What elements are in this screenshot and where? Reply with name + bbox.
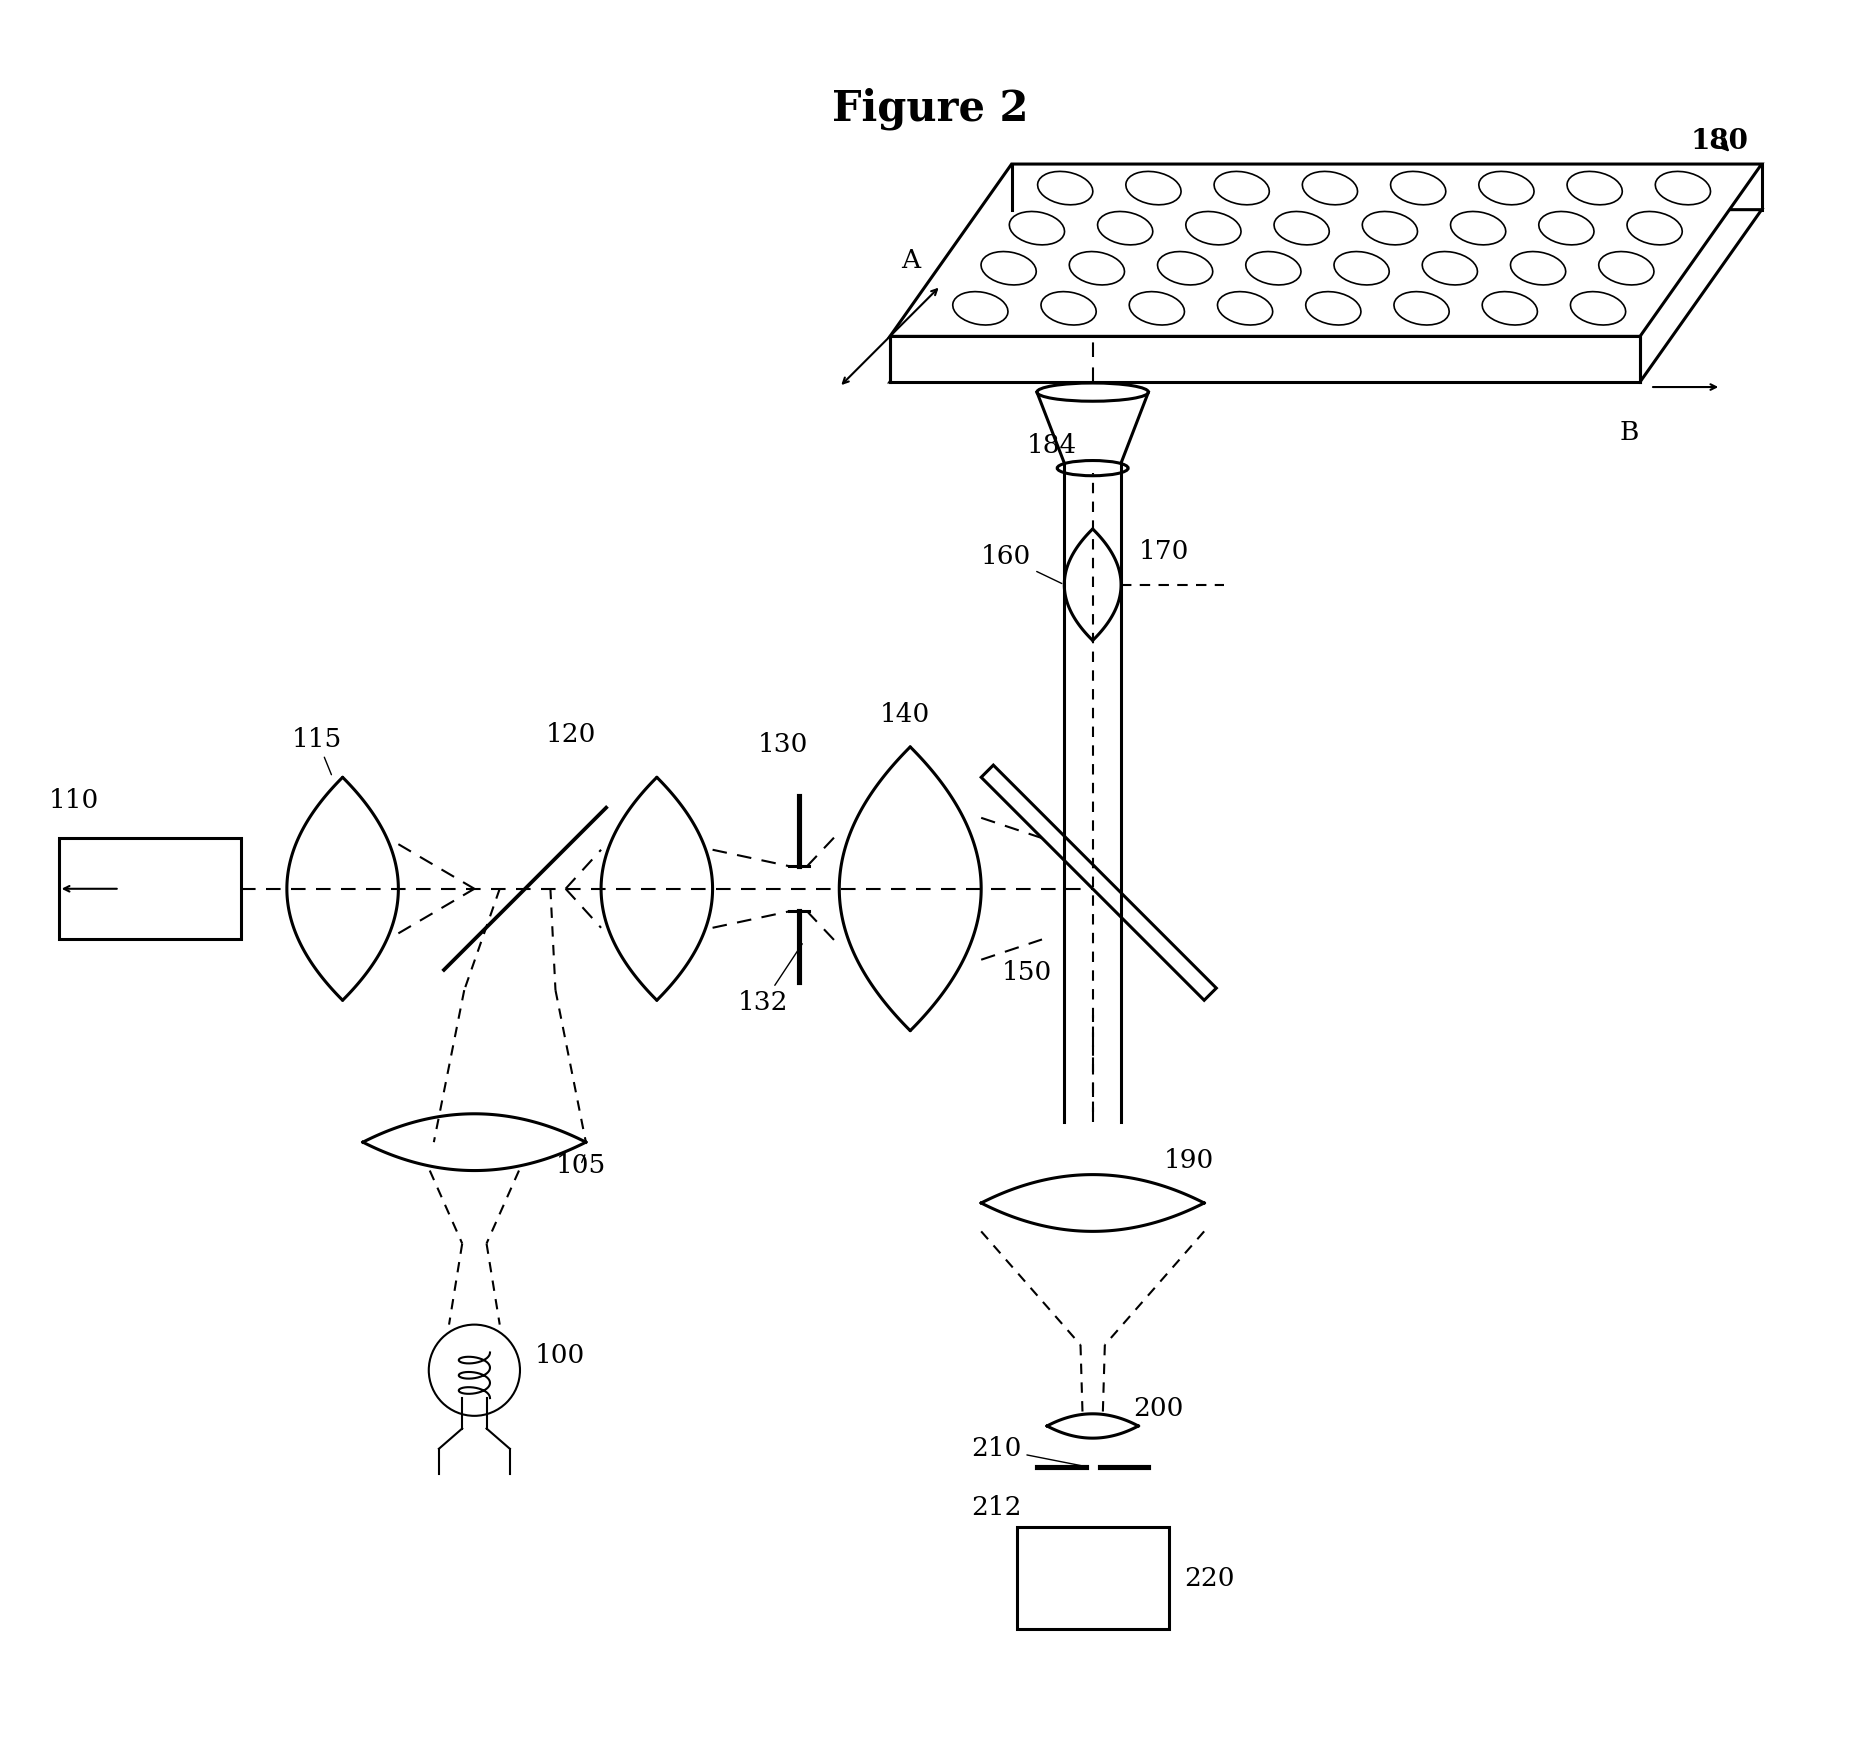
Polygon shape (981, 764, 1217, 1001)
Ellipse shape (1394, 292, 1450, 325)
Ellipse shape (1627, 212, 1682, 245)
Ellipse shape (1213, 172, 1269, 205)
Text: 115: 115 (292, 726, 342, 775)
Text: 220: 220 (1184, 1565, 1234, 1591)
Polygon shape (890, 163, 1762, 337)
Ellipse shape (1567, 172, 1623, 205)
Text: A: A (901, 248, 921, 273)
Text: 160: 160 (981, 544, 1063, 584)
Ellipse shape (1479, 172, 1533, 205)
Ellipse shape (1098, 212, 1152, 245)
Text: 212: 212 (971, 1494, 1022, 1520)
Ellipse shape (1362, 212, 1418, 245)
Text: 130: 130 (757, 731, 808, 757)
Ellipse shape (1185, 212, 1241, 245)
Text: B: B (1619, 420, 1640, 445)
Text: 150: 150 (1001, 961, 1051, 985)
Text: 132: 132 (739, 943, 802, 1016)
Ellipse shape (1126, 172, 1182, 205)
Ellipse shape (1217, 292, 1273, 325)
Text: 210: 210 (971, 1436, 1083, 1466)
Text: 184: 184 (1027, 433, 1078, 464)
Ellipse shape (1390, 172, 1446, 205)
Text: 105: 105 (555, 1153, 605, 1178)
Ellipse shape (1245, 252, 1301, 285)
Ellipse shape (1654, 172, 1710, 205)
Ellipse shape (1511, 252, 1565, 285)
Ellipse shape (1303, 172, 1357, 205)
Ellipse shape (953, 292, 1009, 325)
Polygon shape (890, 210, 1762, 382)
Ellipse shape (1539, 212, 1595, 245)
Ellipse shape (1057, 460, 1128, 476)
Ellipse shape (1450, 212, 1506, 245)
Bar (60, 837, 242, 940)
Ellipse shape (1038, 172, 1092, 205)
Ellipse shape (1306, 292, 1360, 325)
Polygon shape (890, 337, 1640, 382)
Text: 140: 140 (880, 702, 930, 726)
Ellipse shape (1009, 212, 1064, 245)
Text: 180: 180 (1690, 129, 1749, 155)
Text: 200: 200 (1133, 1397, 1184, 1426)
Ellipse shape (1130, 292, 1184, 325)
Ellipse shape (1334, 252, 1388, 285)
Ellipse shape (1571, 292, 1627, 325)
Text: 100: 100 (536, 1343, 586, 1367)
Ellipse shape (1158, 252, 1213, 285)
Ellipse shape (1040, 292, 1096, 325)
Ellipse shape (1037, 382, 1148, 401)
Bar (1016, 1527, 1169, 1629)
Ellipse shape (1275, 212, 1329, 245)
Ellipse shape (981, 252, 1037, 285)
Ellipse shape (1481, 292, 1537, 325)
Text: 110: 110 (48, 789, 99, 813)
Ellipse shape (1599, 252, 1654, 285)
Text: 170: 170 (1139, 540, 1189, 565)
Ellipse shape (1070, 252, 1124, 285)
Text: 190: 190 (1163, 1148, 1213, 1172)
Text: Figure 2: Figure 2 (832, 87, 1029, 130)
Ellipse shape (1422, 252, 1478, 285)
Text: 120: 120 (545, 723, 596, 747)
